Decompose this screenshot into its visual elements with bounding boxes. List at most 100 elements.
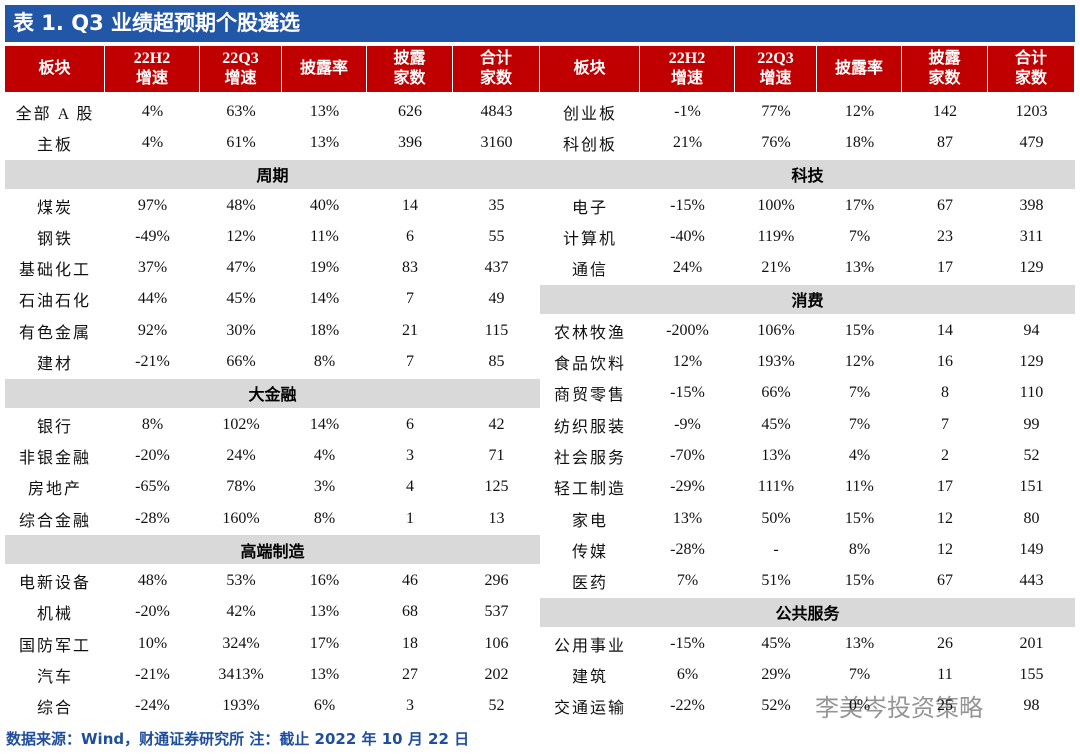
cell-value: 4% bbox=[848, 446, 871, 464]
cell-value: - bbox=[773, 540, 779, 558]
cell-value: 8% bbox=[313, 509, 336, 527]
cell-value: 8% bbox=[313, 353, 336, 371]
header-cell: 披露率 bbox=[282, 46, 367, 92]
sector-name: 农林牧渔 bbox=[553, 324, 626, 342]
cell-value: 24% bbox=[226, 446, 256, 464]
sector-name: 机械 bbox=[36, 606, 73, 624]
cell-value: 115 bbox=[484, 321, 509, 339]
cell-value: -49% bbox=[135, 227, 170, 245]
cell-value: 45% bbox=[761, 634, 791, 652]
cell-value: 66% bbox=[226, 353, 256, 371]
cell-value: 11 bbox=[937, 666, 953, 684]
cell-value: 77% bbox=[761, 102, 791, 120]
cell-value: 80 bbox=[1023, 509, 1040, 527]
sector-name: 建材 bbox=[36, 356, 73, 374]
cell-value: -15% bbox=[670, 196, 705, 214]
sector-name: 科创板 bbox=[562, 136, 617, 154]
sector-name: 纺织服装 bbox=[553, 418, 626, 436]
sector-name: 钢铁 bbox=[36, 230, 73, 248]
cell-value: 3 bbox=[406, 446, 414, 464]
cell-value: 14% bbox=[309, 290, 340, 308]
cell-value: 49 bbox=[488, 290, 505, 308]
cell-value: 66% bbox=[761, 384, 791, 402]
cell-value: 14 bbox=[402, 196, 418, 214]
cell-value: 44% bbox=[137, 290, 168, 308]
sector-name: 基础化工 bbox=[18, 262, 91, 280]
cell-value: 18% bbox=[309, 321, 340, 339]
cell-value: 311 bbox=[1019, 227, 1044, 245]
cell-value: 106% bbox=[757, 321, 795, 339]
cell-value: -9% bbox=[674, 415, 701, 433]
sector-name: 家电 bbox=[571, 512, 608, 530]
cell-value: -28% bbox=[135, 509, 170, 527]
cell-value: 37% bbox=[137, 259, 168, 277]
cell-value: 40% bbox=[309, 196, 340, 214]
cell-value: 100% bbox=[757, 196, 795, 214]
sector-name: 计算机 bbox=[562, 230, 617, 248]
header-text: 家数 bbox=[928, 70, 961, 87]
cell-value: 24% bbox=[672, 259, 703, 277]
cell-value: 21 bbox=[402, 321, 418, 339]
cell-value: 47% bbox=[226, 259, 256, 277]
header-cell: 披露 家数 bbox=[367, 46, 453, 92]
cell-value: 6 bbox=[406, 415, 414, 433]
cell-value: 87 bbox=[937, 133, 953, 151]
sector-name: 轻工制造 bbox=[553, 481, 626, 499]
section-row: 周期 bbox=[5, 158, 540, 190]
cell-value: 15% bbox=[844, 509, 875, 527]
header-text: 合计 bbox=[1014, 50, 1047, 67]
cell-value: 11% bbox=[845, 478, 874, 496]
cell-value: 7 bbox=[406, 290, 414, 308]
cell-value: -28% bbox=[670, 540, 705, 558]
sector-name: 主板 bbox=[36, 136, 73, 154]
cell-value: 25 bbox=[937, 697, 953, 715]
sector-name: 国防军工 bbox=[18, 637, 91, 655]
cell-value: 443 bbox=[1019, 572, 1044, 590]
cell-value: 106 bbox=[484, 634, 509, 652]
cell-value: 13% bbox=[844, 259, 875, 277]
sector-name: 食品饮料 bbox=[553, 356, 626, 374]
cell-value: 7 bbox=[941, 415, 949, 433]
cell-value: 48% bbox=[137, 572, 168, 590]
cell-value: 97% bbox=[137, 196, 168, 214]
cell-value: 23 bbox=[937, 227, 953, 245]
sector-name: 商贸零售 bbox=[553, 387, 626, 405]
cell-value: 52 bbox=[488, 697, 505, 715]
cell-value: 129 bbox=[1019, 353, 1044, 371]
cell-value: 396 bbox=[398, 133, 422, 151]
cell-value: 125 bbox=[484, 478, 509, 496]
cell-value: 8% bbox=[848, 540, 871, 558]
header-text: 增速 bbox=[759, 70, 792, 87]
sector-name: 房地产 bbox=[27, 481, 82, 499]
cell-value: 45% bbox=[226, 290, 256, 308]
cell-value: 7% bbox=[848, 227, 871, 245]
cell-value: 12% bbox=[844, 102, 875, 120]
cell-value: 63% bbox=[226, 102, 256, 120]
cell-value: 17 bbox=[937, 259, 953, 277]
cell-value: 42 bbox=[488, 415, 505, 433]
cell-value: 626 bbox=[398, 102, 422, 120]
cell-value: 201 bbox=[1019, 634, 1044, 652]
sector-name: 交通运输 bbox=[553, 700, 626, 718]
section-row: 高端制造 bbox=[5, 534, 540, 566]
header-cell: 22Q3 增速 bbox=[735, 46, 817, 92]
cell-value: 102% bbox=[222, 415, 260, 433]
cell-value: 21% bbox=[761, 259, 791, 277]
cell-value: 142 bbox=[933, 102, 957, 120]
cell-value: -20% bbox=[135, 603, 170, 621]
sector-name: 石油石化 bbox=[18, 293, 91, 311]
cell-value: 55 bbox=[488, 227, 505, 245]
header-text: 合计 bbox=[479, 50, 512, 67]
cell-value: 398 bbox=[1019, 196, 1044, 214]
sector-name: 公用事业 bbox=[553, 637, 626, 655]
cell-value: 12 bbox=[937, 509, 953, 527]
cell-value: 4% bbox=[313, 446, 336, 464]
cell-value: -29% bbox=[670, 478, 705, 496]
cell-value: -15% bbox=[670, 384, 705, 402]
header-text: 板块 bbox=[573, 60, 606, 77]
cell-value: 7% bbox=[676, 572, 699, 590]
cell-value: 17% bbox=[309, 634, 340, 652]
header-cell: 披露率 bbox=[817, 46, 902, 92]
cell-value: 18% bbox=[844, 133, 875, 151]
